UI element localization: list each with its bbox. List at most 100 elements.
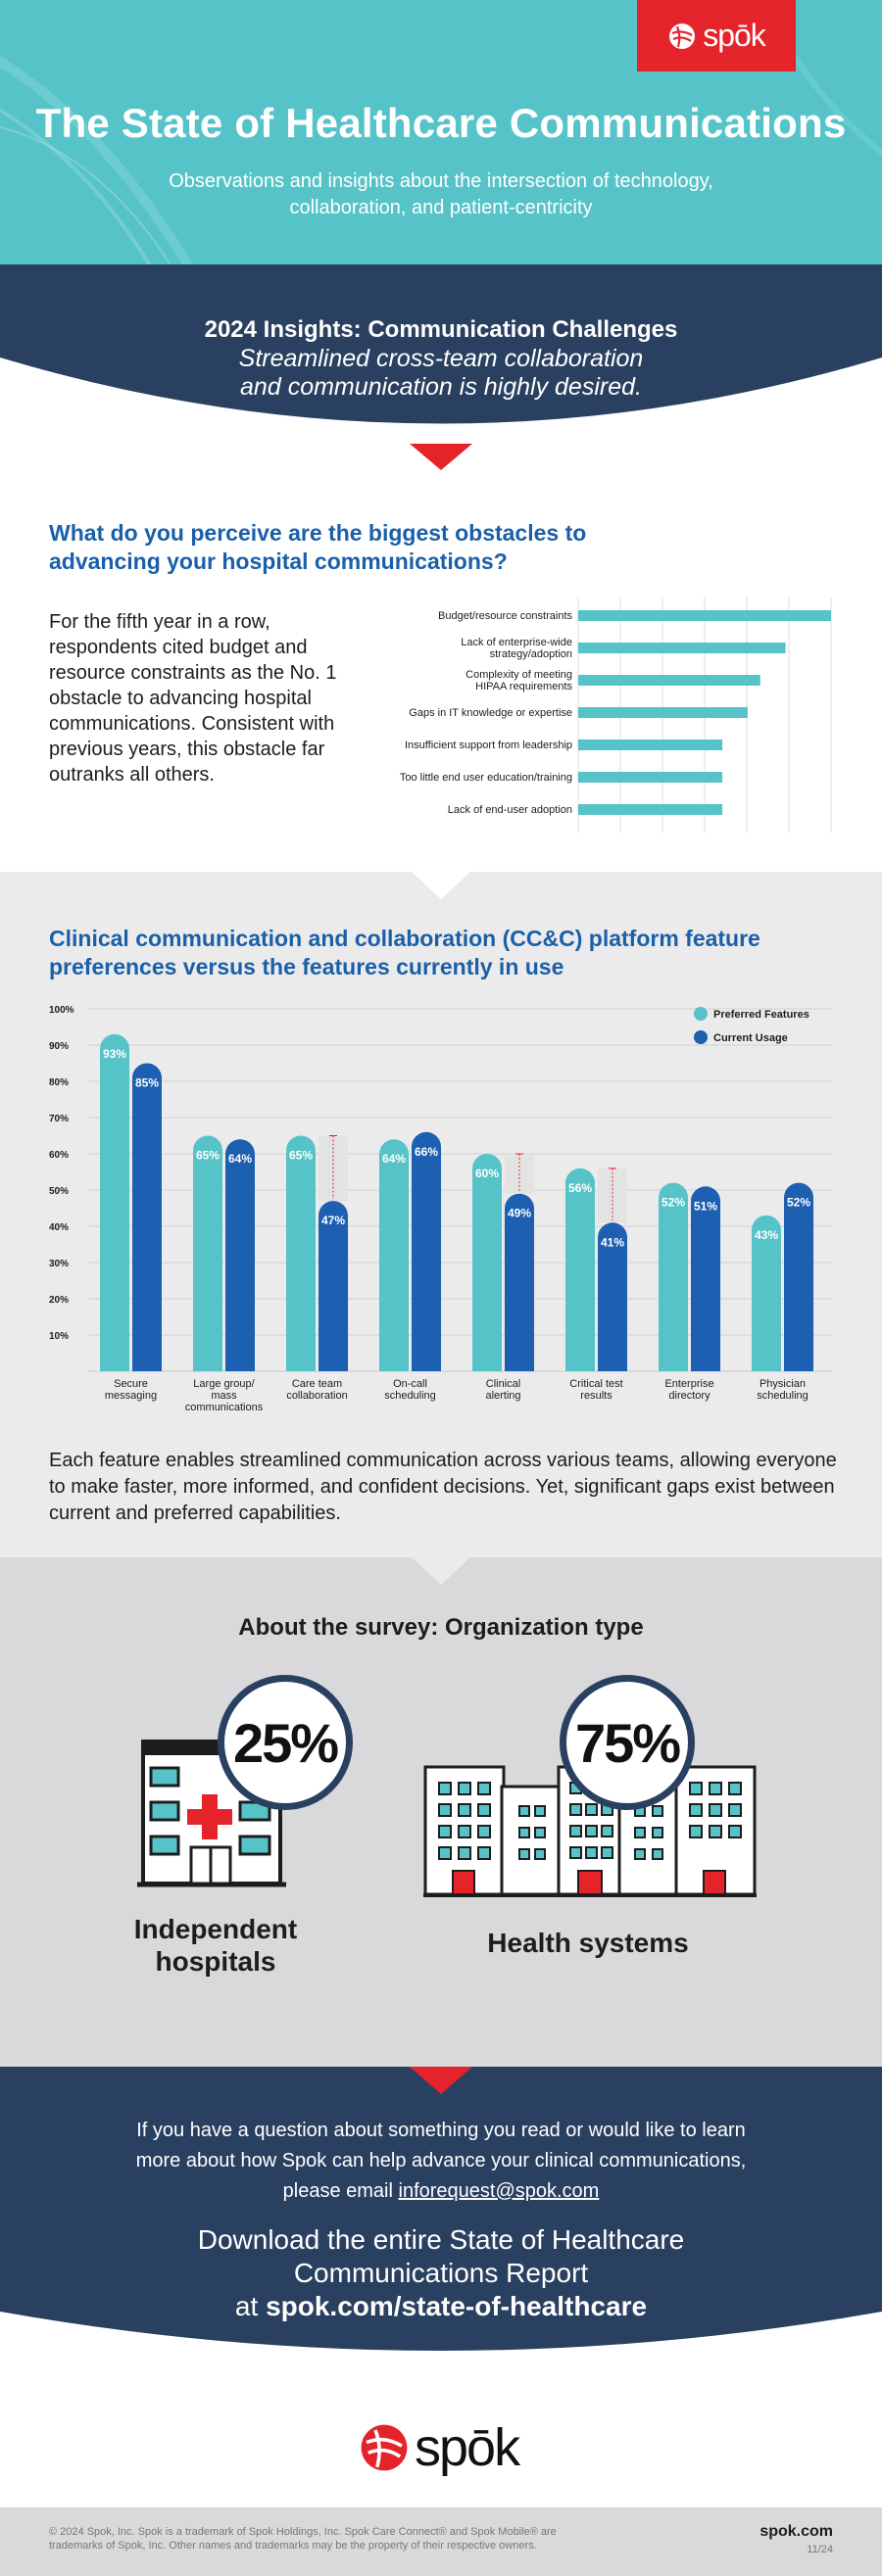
category-label-line: communications bbox=[185, 1402, 264, 1413]
legend-label: Preferred Features bbox=[713, 1009, 809, 1021]
y-tick-label: 10% bbox=[49, 1331, 69, 1342]
category-label: Large group/mass communications bbox=[185, 1378, 264, 1413]
category-label-line: Enterprise bbox=[664, 1378, 713, 1390]
download-text: Download the entire State of Healthcare … bbox=[78, 2223, 804, 2323]
category-label-line: Secure bbox=[114, 1378, 148, 1390]
current-bar bbox=[598, 1222, 627, 1371]
obstacle-label: Lack of end-user adoption bbox=[448, 804, 572, 816]
bar-value-label: 56% bbox=[568, 1181, 592, 1195]
category-label-line: Care team bbox=[292, 1378, 342, 1390]
legend-swatch bbox=[694, 1007, 708, 1021]
y-tick-label: 30% bbox=[49, 1259, 69, 1269]
health-systems-label: Health systems bbox=[487, 1928, 689, 1958]
obstacles-question: What do you perceive are the biggest obs… bbox=[49, 520, 587, 574]
category-label-line: messaging bbox=[105, 1390, 157, 1402]
y-tick-label: 70% bbox=[49, 1114, 69, 1124]
category-label: Clinical alerting bbox=[485, 1378, 520, 1402]
spok-wordmark: spōk bbox=[703, 18, 766, 53]
independent-label: Independent hospitals bbox=[98, 1913, 333, 1978]
ccc-chart-title: Clinical communication and collaboration… bbox=[49, 926, 760, 979]
insights-subtitle-1: Streamlined cross-team collaboration bbox=[238, 345, 644, 372]
page-title: The State of Healthcare Communications bbox=[35, 100, 847, 146]
obstacle-label: Lack of enterprise-wide strategy/adoption bbox=[461, 637, 572, 660]
bar-value-label: 52% bbox=[787, 1196, 810, 1210]
email-link[interactable]: inforequest@spok.com bbox=[398, 2180, 600, 2202]
health-systems-icon bbox=[423, 1765, 757, 1897]
obstacle-bar bbox=[578, 675, 760, 686]
y-tick-label: 60% bbox=[49, 1150, 69, 1161]
category-label: Secure messaging bbox=[105, 1378, 157, 1402]
obstacle-label-line: Insufficient support from leadership bbox=[405, 739, 572, 751]
page-subtitle: Observations and insights about the inte… bbox=[169, 170, 713, 218]
obstacle-bar bbox=[578, 772, 723, 783]
bar-value-label: 93% bbox=[103, 1047, 126, 1061]
obstacle-label-line: Too little end user education/training bbox=[400, 772, 572, 784]
legend-label: Current Usage bbox=[713, 1032, 788, 1044]
ccc-paragraph: Each feature enables streamlined communi… bbox=[49, 1450, 837, 1524]
category-label: Physician scheduling bbox=[757, 1378, 808, 1402]
obstacle-label-line: Lack of enterprise-wide bbox=[461, 637, 572, 648]
contact-text: If you have a question about something y… bbox=[78, 2116, 804, 2207]
obstacle-label-line: strategy/adoption bbox=[490, 648, 572, 660]
category-label: Critical test results bbox=[569, 1378, 622, 1402]
insights-title: 2024 Insights: Communication Challenges bbox=[204, 316, 678, 343]
download-link[interactable]: spok.com/state-of-healthcare bbox=[266, 2291, 648, 2321]
category-label-line: Clinical bbox=[486, 1378, 520, 1390]
preferred-bar bbox=[565, 1168, 595, 1371]
ccc-feature-chart: 100% 90% 80% 70% 60% 50% 40% 30% 20% 10% Secure mes… bbox=[49, 1005, 833, 1413]
legal-text: © 2024 Spok, Inc. Spok is a trademark of… bbox=[49, 2525, 637, 2552]
preferred-bar bbox=[752, 1215, 781, 1371]
y-tick-label: 80% bbox=[49, 1077, 69, 1088]
bar-value-label: 64% bbox=[228, 1152, 252, 1166]
current-bar bbox=[691, 1186, 720, 1371]
current-bar bbox=[225, 1139, 255, 1371]
footer bbox=[0, 2507, 882, 2576]
preferred-bar bbox=[193, 1135, 222, 1371]
category-label-line: directory bbox=[668, 1390, 710, 1402]
bar-value-label: 51% bbox=[694, 1199, 717, 1213]
obstacle-label: Gaps in IT knowledge or expertise bbox=[409, 707, 572, 719]
category-label-line: mass bbox=[211, 1390, 237, 1402]
contact-line-2: more about how Spok can help advance you… bbox=[135, 2150, 747, 2171]
category-label-line: results bbox=[580, 1390, 612, 1402]
download-line-2: Communications Report bbox=[293, 2258, 589, 2288]
download-line-1: Download the entire State of Healthcare bbox=[197, 2224, 685, 2255]
hero-banner: spōk The State of Healthcare Communicati… bbox=[0, 0, 882, 264]
download-prefix: at bbox=[234, 2291, 267, 2321]
insights-heading: 2024 Insights: Communication Challenges … bbox=[0, 315, 882, 402]
bar-value-label: 85% bbox=[135, 1076, 159, 1090]
contact-line-3: please email inforequest@spok.com bbox=[78, 2176, 804, 2207]
category-label-line: Large group/ bbox=[193, 1378, 255, 1390]
insights-band bbox=[0, 264, 882, 470]
spok-globe-icon bbox=[669, 23, 696, 49]
category-label: On-call scheduling bbox=[384, 1378, 436, 1402]
obstacle-label-line: Complexity of meeting bbox=[466, 669, 572, 681]
obstacles-paragraph: For the fifth year in a row, respondents… bbox=[49, 611, 337, 786]
footer-date: 11/24 bbox=[807, 2544, 833, 2555]
bar-value-label: 66% bbox=[415, 1145, 438, 1159]
spok-wordmark: spōk bbox=[415, 2418, 520, 2477]
obstacle-label: Complexity of meeting HIPAA requirements bbox=[466, 669, 572, 692]
spok-logo-footer[interactable]: spōk bbox=[358, 2417, 520, 2478]
obstacle-label-line: Gaps in IT knowledge or expertise bbox=[409, 707, 572, 719]
category-label-line: collaboration bbox=[286, 1390, 347, 1402]
spok-logo-header[interactable]: spōk bbox=[637, 0, 796, 72]
preferred-bar bbox=[286, 1135, 316, 1371]
category-label-line: scheduling bbox=[384, 1390, 436, 1402]
spok-globe-icon bbox=[361, 2424, 408, 2471]
footer-site-link[interactable]: spok.com bbox=[760, 2523, 833, 2540]
obstacle-label-line: Budget/resource constraints bbox=[438, 610, 572, 622]
obstacle-bar bbox=[578, 643, 786, 653]
y-tick-label: 100% bbox=[49, 1005, 74, 1016]
obstacle-label: Insufficient support from leadership bbox=[405, 739, 572, 751]
current-bar bbox=[505, 1193, 534, 1371]
obstacle-label: Too little end user education/training bbox=[400, 772, 572, 784]
download-line-3: at spok.com/state-of-healthcare bbox=[78, 2290, 804, 2323]
bar-value-label: 47% bbox=[321, 1214, 345, 1227]
bar-value-label: 52% bbox=[662, 1196, 685, 1210]
bar-value-label: 60% bbox=[475, 1167, 499, 1180]
independent-label-line1: Independent bbox=[133, 1914, 298, 1944]
category-label-line: On-call bbox=[393, 1378, 427, 1390]
red-arrow-marker bbox=[410, 2067, 472, 2094]
obstacle-bar bbox=[578, 610, 831, 621]
